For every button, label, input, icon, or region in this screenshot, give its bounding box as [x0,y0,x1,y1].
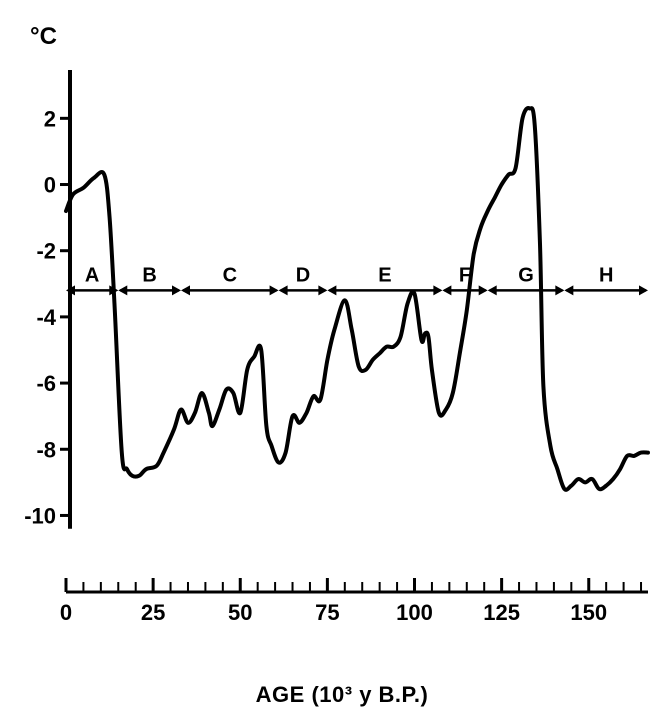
stage-arrowhead-left [487,285,497,296]
stage-label-c: C [223,264,237,286]
stage-arrowhead-left [181,285,191,296]
y-tick-label: -4 [36,305,56,330]
stage-arrowhead-left [66,285,75,296]
stage-arrowhead-right [555,285,565,296]
x-tick-label: 100 [396,600,433,625]
y-tick-label: -2 [36,239,56,264]
stage-arrowhead-left [327,285,337,296]
unit-label: °C [30,23,57,50]
stage-markers: A B C D E F G H [66,264,648,296]
x-axis-title: AGE (10³ y B.P.) [256,682,429,707]
y-tick-label: -10 [24,503,56,528]
stage-arrowhead-right [639,285,648,296]
stage-label-f: F [459,264,471,286]
stage-label-e: E [378,264,391,286]
y-axis: 2 0 -2 -4 -6 -8 -10 [24,70,72,529]
x-tick-label: 125 [483,600,520,625]
stage-arrowhead-left [564,285,574,296]
y-tick-label: 0 [44,173,56,198]
stage-arrowhead-right [318,285,328,296]
x-axis: 0 25 50 75 100 125 150 [60,578,648,625]
x-tick-label: 150 [570,600,607,625]
stage-label-g: G [518,264,534,286]
x-tick-label: 25 [141,600,165,625]
stage-arrowhead-right [269,285,279,296]
y-tick-label: -6 [36,371,56,396]
stage-arrowhead-left [442,285,452,296]
stage-arrowhead-right [172,285,182,296]
y-tick-label: -8 [36,437,56,462]
x-tick-label: 0 [60,600,72,625]
stage-arrowhead-left [118,285,128,296]
y-tick-label: 2 [44,106,56,131]
x-tick-label: 50 [228,600,252,625]
stage-arrowhead-left [278,285,288,296]
stage-label-d: D [296,264,310,286]
stage-arrowhead-right [478,285,488,296]
stage-arrowhead-right [433,285,443,296]
x-tick-label: 75 [315,600,339,625]
temperature-series-line [64,106,650,492]
stage-label-h: H [599,264,613,286]
stage-label-b: B [142,264,156,286]
stage-label-a: A [85,264,99,286]
